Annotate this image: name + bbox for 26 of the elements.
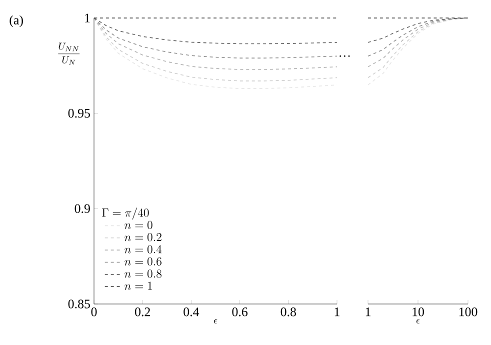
x-tick-label: 1 (366, 308, 370, 316)
x-axis-title: $\epsilon$ (416, 319, 420, 324)
legend-label: $n = 1$ (124, 282, 152, 290)
x-tick-label: 0 (91, 308, 97, 316)
x-tick-label: 0.8 (280, 308, 296, 316)
x-axis-title: $\epsilon$ (214, 319, 218, 324)
text: (a) (10, 15, 23, 28)
legend-title: $\Gamma = \pi/40$ (102, 208, 149, 220)
y-tick-label: 0.95 (68, 108, 90, 118)
legend-label: $n = 0.2$ (124, 233, 162, 242)
x-tick-label: 10 (412, 308, 424, 316)
x-tick-label: 0.6 (232, 308, 248, 316)
annotation: … (340, 55, 350, 57)
x-tick-label: 0.4 (184, 308, 200, 316)
y-tick-label: 1 (85, 14, 90, 22)
y-axis-title: $\frac{U_{NN}}{U_N}$ (58, 42, 80, 65)
x-tick-label: 100 (459, 308, 478, 316)
y-tick-label: 0.9 (74, 204, 90, 214)
x-tick-label: 0.2 (135, 308, 150, 316)
line-series (94, 18, 338, 44)
x-tick-label: 1 (334, 308, 340, 316)
y-tick-label: 0.85 (68, 300, 90, 308)
legend-label: $n = 0.8$ (124, 270, 162, 278)
legend-label: $n = 0$ (124, 220, 152, 230)
legend-label: $n = 0.6$ (124, 257, 162, 266)
legend-label: $n = 0.4$ (124, 245, 162, 254)
